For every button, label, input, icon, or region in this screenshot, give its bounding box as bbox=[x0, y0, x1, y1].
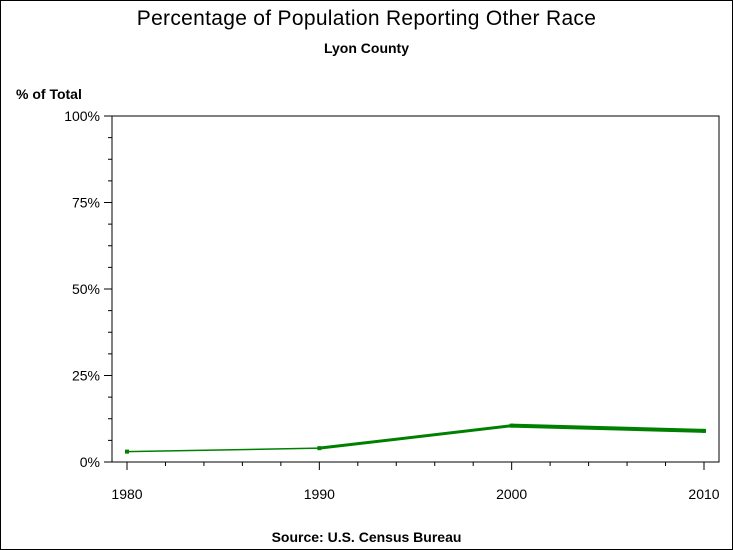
chart-title: Percentage of Population Reporting Other… bbox=[136, 7, 597, 30]
series-group bbox=[125, 423, 706, 454]
data-point bbox=[125, 449, 129, 454]
y-tick-label: 100% bbox=[64, 108, 100, 124]
series-line-segment bbox=[509, 423, 706, 433]
x-axis: 1980 1990 2000 2010 bbox=[111, 462, 720, 502]
data-point bbox=[317, 446, 322, 451]
series-line-segment bbox=[126, 447, 321, 453]
y-axis: 0% 25% 50% 75% 100% bbox=[64, 108, 112, 470]
y-tick-label: 25% bbox=[72, 368, 100, 384]
x-tick-label: 2010 bbox=[688, 486, 719, 502]
x-tick-label: 1980 bbox=[111, 486, 142, 502]
chart-subtitle: Lyon County bbox=[323, 40, 410, 56]
y-tick-label: 0% bbox=[80, 454, 100, 470]
data-point bbox=[509, 423, 514, 428]
plot-area bbox=[111, 115, 720, 463]
series-line-segment bbox=[317, 424, 514, 450]
data-point bbox=[702, 428, 706, 433]
y-tick-label: 75% bbox=[72, 195, 100, 211]
y-axis-label: % of Total bbox=[16, 86, 82, 102]
x-tick-label: 1990 bbox=[304, 486, 335, 502]
y-tick-label: 50% bbox=[72, 281, 100, 297]
source-footnote: Source: U.S. Census Bureau bbox=[271, 529, 462, 545]
x-tick-label: 2000 bbox=[496, 486, 527, 502]
